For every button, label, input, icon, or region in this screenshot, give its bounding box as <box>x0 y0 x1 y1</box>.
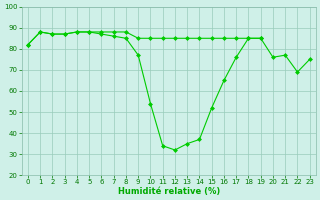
X-axis label: Humidité relative (%): Humidité relative (%) <box>118 187 220 196</box>
